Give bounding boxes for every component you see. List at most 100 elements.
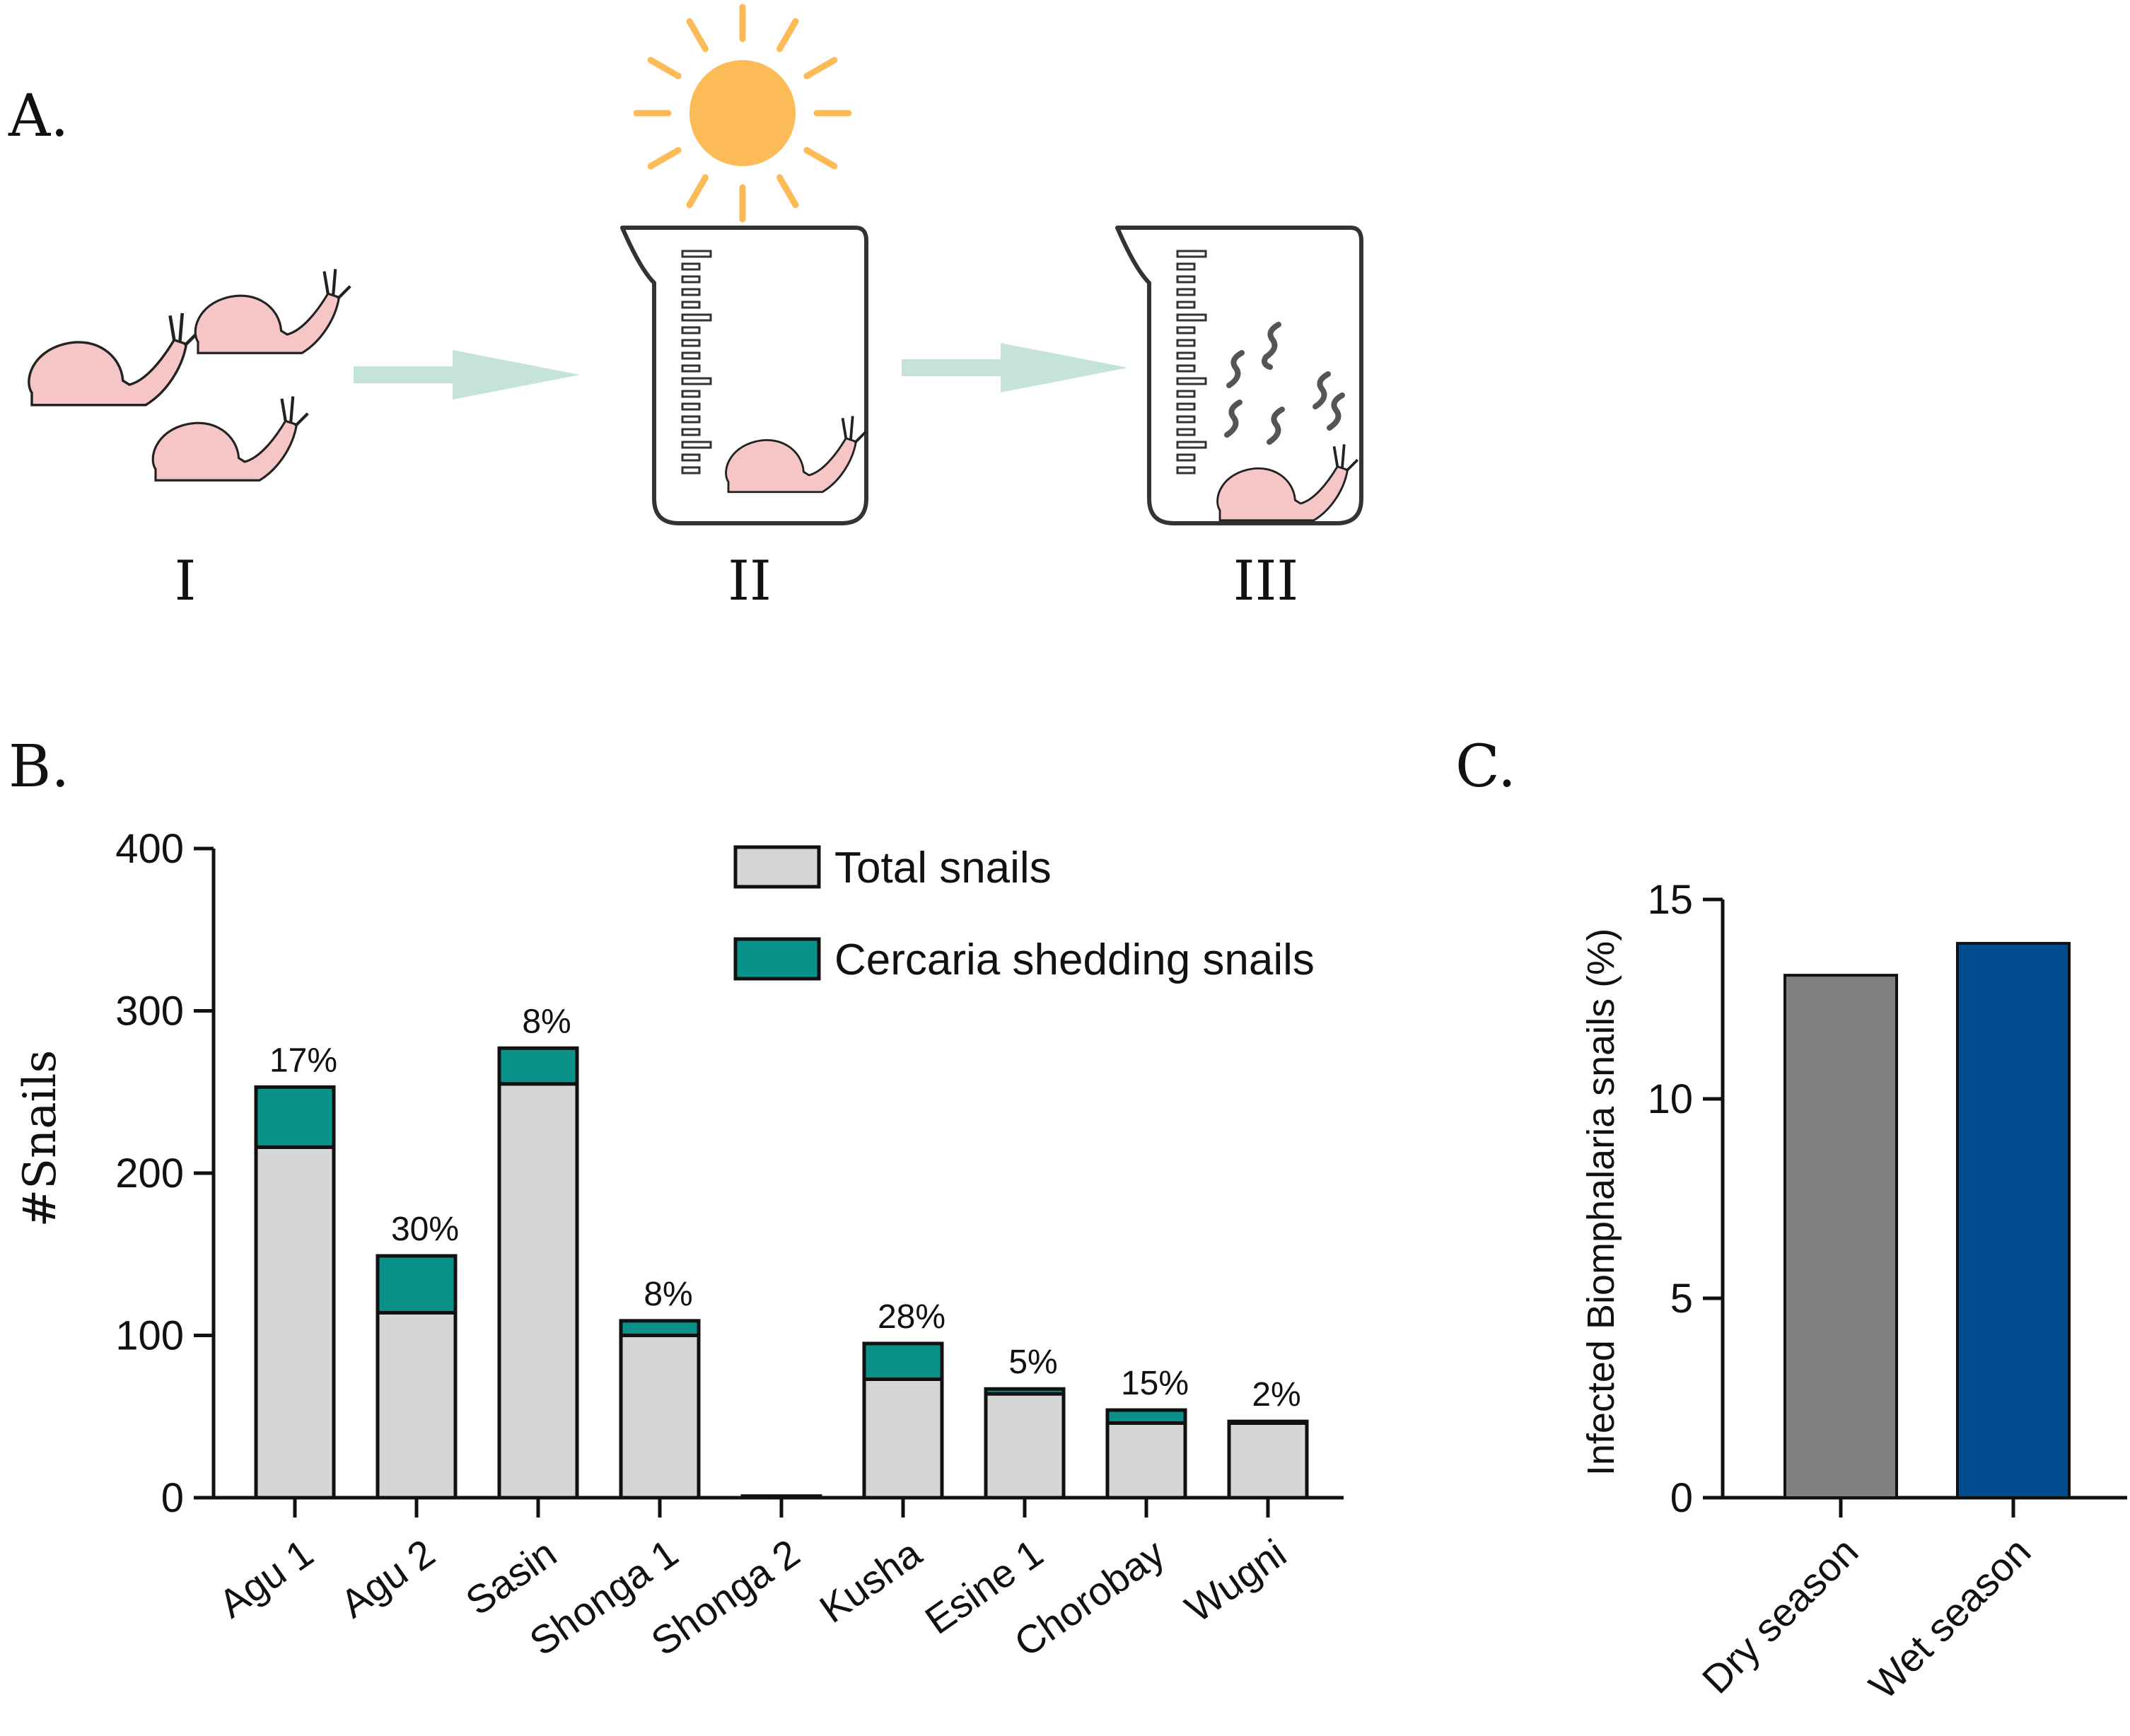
graduation-mark bbox=[681, 453, 701, 462]
graduation-mark bbox=[1176, 428, 1196, 436]
chart-c-y-tick-label: 5 bbox=[1670, 1276, 1693, 1322]
graduation-mark bbox=[1176, 250, 1207, 258]
bar-shedding bbox=[1105, 1408, 1187, 1425]
sun-ray bbox=[686, 174, 709, 209]
panel-c: C. Infected Biomphalaria snails (%) 0 5 10… bbox=[1455, 733, 2127, 1708]
snail-icon bbox=[195, 269, 350, 354]
graduation-marks bbox=[1176, 250, 1207, 474]
graduation-mark bbox=[1176, 301, 1196, 309]
sun-ray bbox=[803, 57, 838, 79]
panel-c-letter: C. bbox=[1455, 733, 1516, 800]
bar-percent-label: 2% bbox=[1252, 1376, 1300, 1414]
graduation-mark bbox=[1176, 466, 1196, 474]
sun-ray bbox=[803, 147, 838, 170]
graduation-mark bbox=[681, 466, 701, 474]
graduation-mark bbox=[681, 377, 712, 385]
arrow-icon bbox=[902, 343, 1128, 392]
bar-shedding bbox=[984, 1387, 1066, 1396]
chart-c-category-label: Dry season bbox=[1694, 1529, 1867, 1702]
graduation-mark bbox=[1176, 262, 1196, 271]
chart-b-y-tick-label: 200 bbox=[115, 1150, 184, 1196]
step-label-3: III bbox=[1233, 549, 1298, 613]
bar-season bbox=[1956, 942, 2071, 1500]
chart-b-legend: Total snails Cercaria shedding snails bbox=[733, 844, 1315, 984]
chart-c-y-tick-label: 0 bbox=[1670, 1475, 1693, 1521]
graduation-mark bbox=[1176, 377, 1207, 385]
beaker-icon bbox=[1115, 226, 1363, 525]
graduation-mark bbox=[1176, 275, 1196, 284]
graduation-mark bbox=[681, 339, 701, 347]
panel-b: B. #Snails 0 100 200 300 400 17% Agu 1 30% Agu 2… bbox=[8, 733, 1344, 1665]
arrow-head bbox=[453, 350, 580, 400]
graduation-mark bbox=[1176, 390, 1196, 398]
chart-b-y-tick-label: 100 bbox=[115, 1313, 184, 1359]
bar-percent-label: 30% bbox=[391, 1211, 459, 1248]
graduation-mark bbox=[681, 250, 712, 258]
chart-b-y-tick-label: 400 bbox=[115, 826, 184, 872]
bar-season bbox=[1783, 974, 1898, 1500]
chart-c-ylabel: Infected Biomphalaria snails (%) bbox=[1580, 928, 1622, 1476]
chart-c-y-tick-label: 10 bbox=[1647, 1076, 1693, 1122]
sun-ray bbox=[647, 147, 682, 170]
bar-total bbox=[862, 1377, 944, 1500]
bar-total bbox=[984, 1392, 1066, 1500]
graduation-mark bbox=[681, 402, 701, 411]
chart-b-ylabel: #Snails bbox=[14, 1050, 66, 1228]
beaker-icon bbox=[620, 226, 868, 525]
panel-b-letter: B. bbox=[8, 733, 69, 800]
bar-shedding bbox=[497, 1046, 579, 1086]
panel-a-letter: A. bbox=[8, 83, 69, 150]
graduation-mark bbox=[1176, 402, 1196, 411]
bar-percent-label: 8% bbox=[644, 1276, 692, 1313]
graduation-mark bbox=[1176, 441, 1207, 449]
step-label-2: II bbox=[728, 549, 772, 613]
bar-shedding bbox=[619, 1319, 701, 1337]
bar-shedding bbox=[1227, 1419, 1309, 1425]
chart-b-y-tick-label: 300 bbox=[115, 989, 184, 1035]
graduation-mark bbox=[1176, 364, 1196, 373]
bar-total bbox=[497, 1082, 579, 1500]
bar-total bbox=[376, 1310, 458, 1500]
graduation-mark bbox=[681, 288, 701, 296]
chart-b-category-label: Agu 1 bbox=[211, 1530, 321, 1626]
graduation-mark bbox=[1176, 288, 1196, 296]
bar-shedding bbox=[254, 1085, 336, 1149]
graduation-mark bbox=[1176, 313, 1207, 322]
snail-icon bbox=[29, 313, 199, 405]
arrow-shaft bbox=[902, 359, 1015, 376]
arrow-head bbox=[1001, 343, 1128, 392]
legend-swatch-total bbox=[733, 845, 821, 889]
legend-swatch-shedding bbox=[733, 937, 821, 981]
bar-shedding bbox=[862, 1341, 944, 1381]
graduation-mark bbox=[681, 351, 701, 360]
snail-icon bbox=[153, 397, 308, 481]
graduation-mark bbox=[1176, 415, 1196, 424]
bar-total bbox=[619, 1334, 701, 1500]
sun-ray bbox=[686, 18, 709, 52]
chart-c-y-tick-label: 15 bbox=[1647, 877, 1693, 923]
graduation-mark bbox=[681, 415, 701, 424]
bar-percent-label: 5% bbox=[1008, 1344, 1057, 1381]
graduation-mark bbox=[681, 301, 701, 309]
graduation-mark bbox=[681, 262, 701, 271]
sun-core bbox=[689, 60, 796, 166]
sun-icon bbox=[633, 4, 852, 223]
graduation-mark bbox=[681, 326, 701, 334]
graduation-marks bbox=[681, 250, 712, 474]
bar-total bbox=[740, 1494, 822, 1500]
arrow-icon bbox=[354, 350, 580, 400]
cercaria-icon bbox=[1224, 322, 1345, 445]
sun-ray bbox=[776, 174, 799, 209]
step-label-1: I bbox=[175, 549, 197, 613]
graduation-mark bbox=[681, 275, 701, 284]
graduation-mark bbox=[1176, 453, 1196, 462]
bar-total bbox=[1227, 1421, 1309, 1500]
arrow-shaft bbox=[354, 366, 467, 383]
bar-percent-label: 15% bbox=[1121, 1365, 1189, 1402]
graduation-mark bbox=[1176, 351, 1196, 360]
chart-c-category-label: Wet season bbox=[1861, 1529, 2039, 1708]
chart-b-y-tick-label: 0 bbox=[161, 1475, 184, 1521]
chart-b-category-label: Agu 2 bbox=[332, 1530, 443, 1626]
